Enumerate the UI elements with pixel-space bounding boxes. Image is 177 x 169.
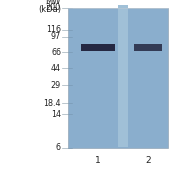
Text: 1: 1 [95,156,101,165]
Text: 6: 6 [56,143,61,152]
Bar [118,5,128,147]
Text: 44: 44 [51,64,61,73]
Text: 66: 66 [51,48,61,57]
Text: 18.4: 18.4 [44,99,61,108]
Text: 200: 200 [46,4,61,13]
Bar [68,8,168,148]
Text: MW: MW [45,0,61,6]
Bar [81,44,115,51]
Text: 97: 97 [51,32,61,41]
Text: 2: 2 [145,156,151,165]
Text: (kDa): (kDa) [38,5,61,14]
Text: 14: 14 [51,110,61,119]
Bar [134,44,162,51]
Text: 29: 29 [51,81,61,90]
Text: 116: 116 [46,25,61,34]
